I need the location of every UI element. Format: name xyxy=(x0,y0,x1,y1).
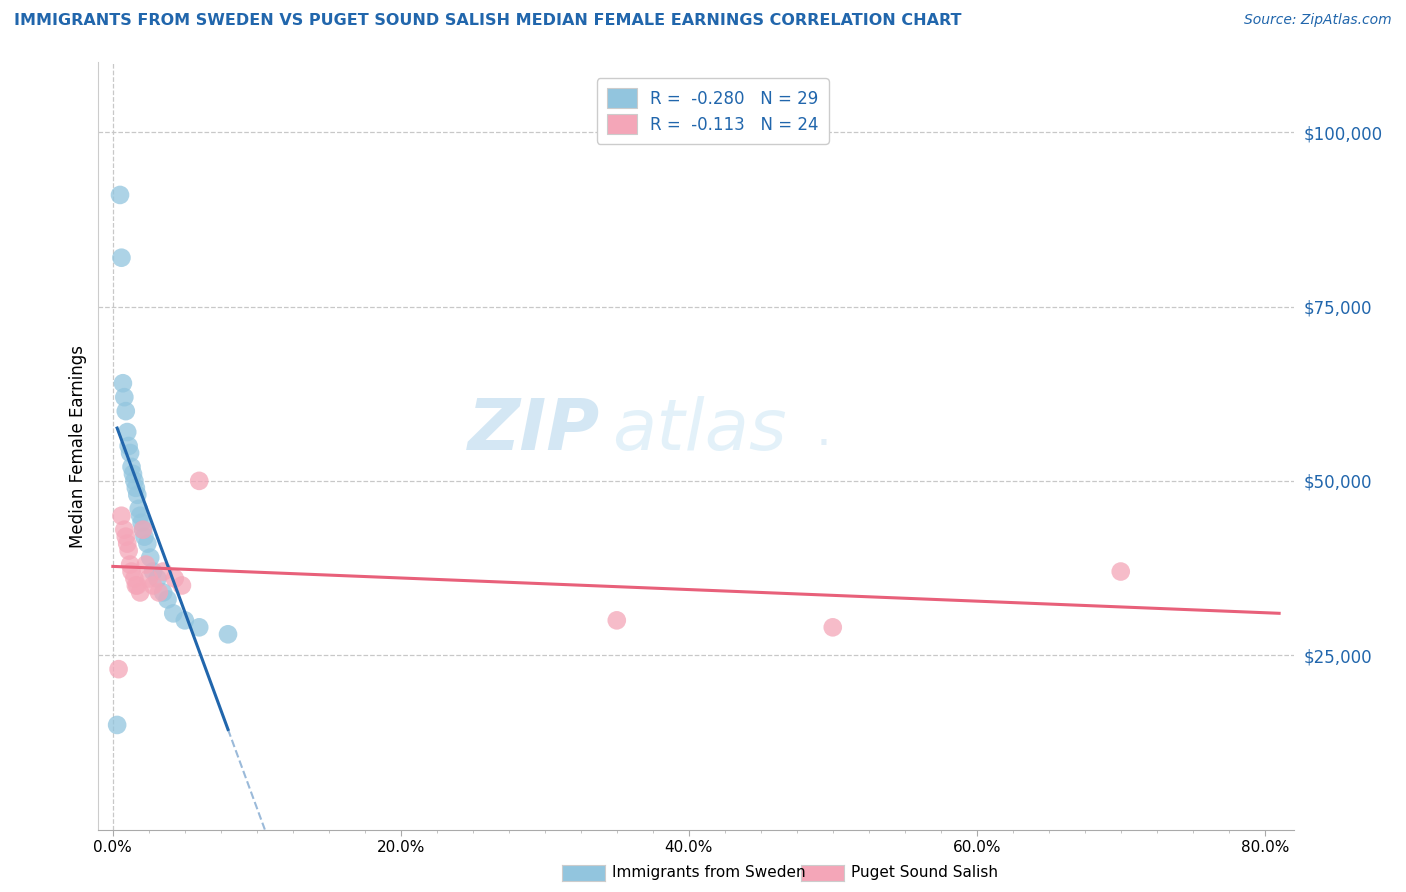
Point xyxy=(124,474,146,488)
Y-axis label: Median Female Earnings: Median Female Earnings xyxy=(69,344,87,548)
Legend: R =  -0.280   N = 29, R =  -0.113   N = 24: R = -0.280 N = 29, R = -0.113 N = 24 xyxy=(596,78,828,144)
Point xyxy=(129,508,152,523)
Point xyxy=(122,467,145,481)
Point xyxy=(107,662,129,676)
Point xyxy=(125,578,148,592)
Text: Source: ZipAtlas.com: Source: ZipAtlas.com xyxy=(1244,13,1392,28)
Point xyxy=(139,550,162,565)
Point xyxy=(110,508,132,523)
Point xyxy=(142,578,165,592)
Point xyxy=(110,251,132,265)
Point xyxy=(132,523,155,537)
Point xyxy=(112,523,135,537)
Text: Puget Sound Salish: Puget Sound Salish xyxy=(851,865,998,880)
Point xyxy=(162,607,184,621)
Point xyxy=(132,523,155,537)
Point xyxy=(134,530,156,544)
Point xyxy=(136,536,159,550)
Text: IMMIGRANTS FROM SWEDEN VS PUGET SOUND SALISH MEDIAN FEMALE EARNINGS CORRELATION : IMMIGRANTS FROM SWEDEN VS PUGET SOUND SA… xyxy=(14,13,962,29)
Point xyxy=(108,188,131,202)
Text: ZIP: ZIP xyxy=(468,396,600,465)
Point xyxy=(118,543,141,558)
Point xyxy=(188,474,211,488)
Point xyxy=(1109,565,1132,579)
Point xyxy=(138,572,160,586)
Point xyxy=(118,439,141,453)
Point xyxy=(142,565,165,579)
Text: .: . xyxy=(815,407,831,455)
Point xyxy=(120,558,142,572)
Point xyxy=(152,565,174,579)
Text: atlas: atlas xyxy=(613,396,787,465)
Point xyxy=(115,425,138,439)
Point xyxy=(146,572,169,586)
Point xyxy=(114,404,136,418)
Point xyxy=(121,565,143,579)
Point xyxy=(173,613,195,627)
Point xyxy=(135,558,157,572)
Point xyxy=(115,536,138,550)
Point xyxy=(114,530,136,544)
Point xyxy=(170,578,193,592)
Point xyxy=(152,585,174,599)
Point xyxy=(188,620,211,634)
Point xyxy=(148,585,170,599)
Point xyxy=(127,578,149,592)
Text: Immigrants from Sweden: Immigrants from Sweden xyxy=(612,865,806,880)
Point xyxy=(105,718,128,732)
Point xyxy=(121,459,143,474)
Point xyxy=(128,501,150,516)
Point xyxy=(125,481,148,495)
Point xyxy=(124,572,146,586)
Point xyxy=(131,516,153,530)
Point xyxy=(156,592,179,607)
Point xyxy=(120,446,142,460)
Point xyxy=(127,488,149,502)
Point xyxy=(606,613,628,627)
Point xyxy=(129,585,152,599)
Point xyxy=(112,390,135,404)
Point xyxy=(217,627,239,641)
Point xyxy=(111,376,134,391)
Point xyxy=(821,620,844,634)
Point xyxy=(163,572,186,586)
